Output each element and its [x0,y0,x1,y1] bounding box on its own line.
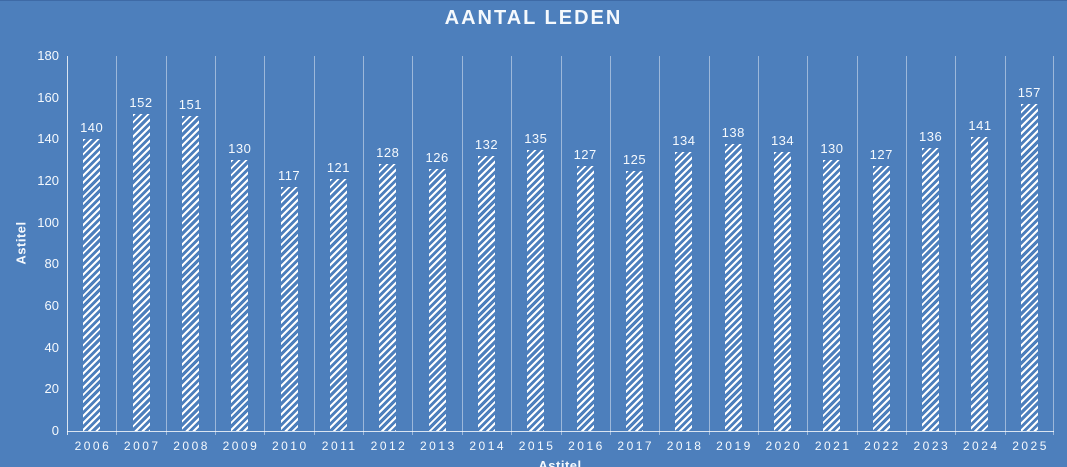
bar [724,143,742,431]
gridline [1053,56,1054,435]
gridline [708,56,710,435]
x-tick-label: 2015 [518,439,556,453]
x-tick-label: 2021 [814,439,852,453]
x-tick-label: 2022 [864,439,901,453]
bar [872,166,890,431]
bar [527,149,545,431]
bar-value-label: 134 [672,132,696,148]
gridline [363,56,365,435]
bar-value-label: 138 [721,124,745,140]
gridline [511,56,513,435]
y-tick-label: 20 [44,381,59,397]
gridline [609,56,611,435]
bar-value-label: 136 [919,128,943,144]
bar [823,160,841,431]
gridline [165,56,167,435]
x-tick-label: 2018 [666,439,704,453]
bar-value-label: 141 [968,118,992,134]
bar-value-label: 121 [326,159,351,175]
gridline [412,56,414,435]
bar-value-label: 157 [1017,84,1041,100]
plot-area: 140 152 151 130 117 121 128 126 132 135 127 125 134 1… [67,56,1054,435]
gridline [955,56,957,435]
bar [83,139,101,431]
x-tick-label: 2007 [123,439,161,453]
gridline [116,56,118,435]
bar [1020,103,1038,431]
bar [428,168,446,431]
x-tick-label: 2008 [173,439,210,453]
x-tick-label: 2011 [321,439,358,453]
gridline [807,56,809,435]
bar-value-label: 135 [524,130,548,146]
y-axis-line [67,56,68,435]
bar [922,147,940,431]
bar-value-label: 125 [622,151,647,167]
bar [379,164,397,431]
bar [576,166,594,431]
bar-value-label: 130 [228,141,252,157]
bar [675,151,693,431]
gridline [659,56,661,435]
bar-value-label: 127 [573,147,597,163]
y-tick-label: 40 [44,339,59,355]
x-tick-label: 2006 [74,439,112,453]
x-tick-label: 2014 [469,439,507,453]
y-tick-label: 100 [37,214,59,230]
chart-title: AANTAL LEDEN [444,7,623,29]
bar-value-label: 117 [277,168,301,184]
y-tick-label: 60 [44,298,59,313]
bar-value-label: 128 [376,145,400,161]
x-tick-label: 2013 [420,439,457,453]
gridline [905,56,907,435]
bar-value-label: 151 [178,97,202,113]
x-tick-label: 2009 [222,439,260,453]
x-tick-label: 2012 [370,439,408,453]
bar-value-label: 130 [820,141,844,157]
y-tick-label: 160 [37,89,59,105]
x-tick-label: 2019 [716,439,753,453]
x-tick-label: 2017 [617,439,655,453]
bar [774,151,792,431]
x-tick-label: 2016 [568,439,605,453]
y-tick-label: 120 [37,173,59,188]
gridline [856,56,858,435]
bar [280,187,298,431]
x-tick-label: 2023 [913,439,951,453]
bar-value-label: 127 [869,147,893,163]
gridline [560,56,562,435]
gridline [1004,56,1006,435]
gridline [461,56,463,435]
bar [132,114,150,431]
gridline [313,56,315,435]
gridline [757,56,759,435]
x-axis-line [67,431,1054,432]
bar [971,137,989,431]
gridline [264,56,266,435]
gridline [215,56,217,435]
y-tick-label: 180 [37,48,59,63]
y-tick-label: 80 [44,256,59,272]
bar [231,160,249,431]
x-tick-label: 2025 [1012,439,1049,453]
bar [181,116,199,431]
bar-value-label: 126 [425,149,449,165]
bar [477,156,495,431]
bar-value-label: 132 [474,137,499,152]
x-axis-title: Astitel [538,458,582,467]
x-tick-label: 2024 [962,439,1000,453]
x-tick-label: 2010 [271,439,309,453]
bar-value-label: 134 [770,132,795,148]
bar [329,178,347,431]
bar-value-label: 140 [80,120,104,136]
bar [626,170,644,431]
y-tick-label: 0 [51,423,59,438]
x-tick-label: 2020 [765,439,803,453]
y-tick-label: 140 [37,131,59,147]
bar-value-label: 152 [129,95,153,111]
